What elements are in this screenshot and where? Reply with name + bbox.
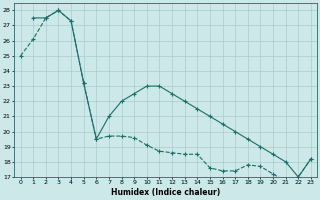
X-axis label: Humidex (Indice chaleur): Humidex (Indice chaleur)	[111, 188, 220, 197]
